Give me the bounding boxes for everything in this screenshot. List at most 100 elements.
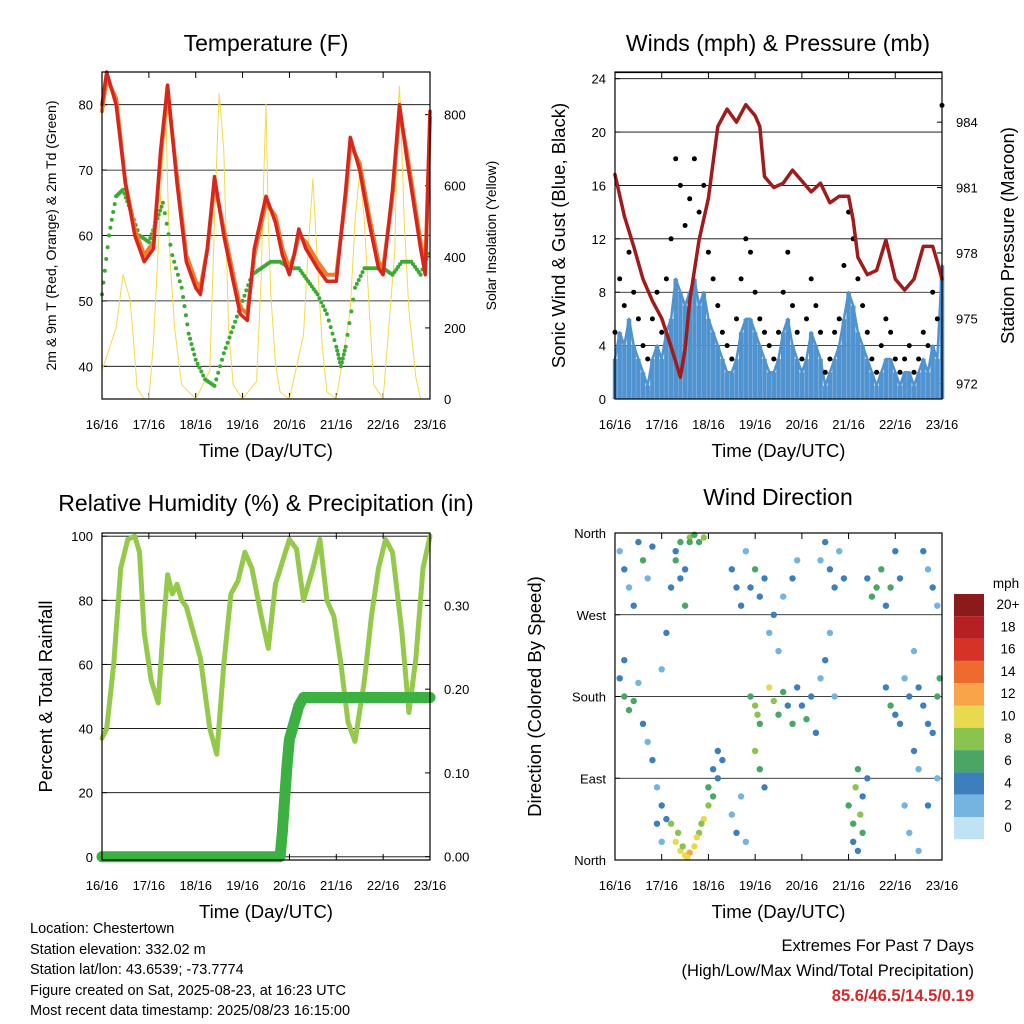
dewpoint-point — [354, 281, 359, 286]
legend-swatch — [954, 705, 984, 728]
y-tick-label: 20 — [79, 786, 93, 801]
gust-point — [869, 356, 875, 362]
x-tick-label: 16/16 — [599, 417, 632, 432]
dewpoint-point — [186, 331, 191, 336]
dewpoint-point — [172, 259, 177, 264]
gust-point — [934, 316, 940, 322]
direction-point — [621, 657, 628, 664]
direction-point — [812, 729, 820, 736]
direction-point — [672, 838, 679, 845]
pressure-line — [613, 102, 944, 379]
dewpoint-point — [148, 236, 153, 241]
gust-point — [654, 289, 660, 295]
direction-point — [751, 702, 759, 709]
dewpoint-point — [356, 278, 361, 282]
dewpoint-point — [102, 268, 107, 273]
direction-point — [906, 693, 913, 700]
direction-point — [754, 711, 761, 718]
dewpoint-point — [158, 208, 163, 213]
legend-swatch — [954, 750, 984, 773]
y2-tick-label: 975 — [956, 311, 978, 326]
dewpoint-point — [179, 285, 184, 290]
dewpoint-point — [177, 279, 182, 284]
legend-swatch — [954, 794, 984, 817]
legend-label: 2 — [1004, 798, 1012, 813]
direction-point — [845, 802, 852, 809]
direction-point — [761, 575, 768, 582]
y-tick-label: 4 — [599, 339, 606, 354]
y-axis-label: 2m & 9m T (Red, Orange) & 2m Td (Green) — [43, 101, 59, 371]
dewpoint-point — [146, 240, 151, 244]
gust-point — [883, 316, 889, 322]
direction-point — [733, 829, 740, 836]
y2-tick-label: 972 — [956, 377, 978, 392]
x-tick-label: 21/16 — [320, 417, 353, 432]
dewpoint-point — [188, 336, 193, 341]
direction-point — [714, 775, 721, 782]
y2-tick-label: 0.00 — [444, 850, 469, 865]
dewpoint-point — [197, 365, 202, 370]
gust-point — [780, 289, 786, 295]
gust-point — [874, 369, 880, 375]
gust-point — [635, 316, 641, 322]
y-tick-label: 60 — [79, 229, 93, 244]
dewpoint-point — [324, 312, 329, 316]
dewpoint-point — [349, 309, 354, 314]
created-text: Figure created on Sat, 2025-08-23, at 16… — [30, 982, 346, 999]
direction-point — [639, 557, 647, 564]
direction-point — [920, 548, 927, 555]
x-tick-label: 21/16 — [832, 878, 865, 893]
dewpoint-point — [339, 360, 344, 365]
dewpoint-point — [345, 332, 350, 337]
gust-point — [906, 343, 912, 349]
dewpoint-point — [111, 210, 116, 214]
direction-point — [756, 766, 763, 773]
direction-point — [901, 802, 908, 809]
dewpoint-point — [214, 377, 219, 382]
dewpoint-point — [330, 331, 335, 336]
direction-point — [859, 793, 866, 800]
dewpoint-point — [181, 295, 186, 299]
direction-point — [672, 557, 679, 564]
direction-point — [915, 847, 922, 855]
extremes-title: Extremes For Past 7 Days — [781, 937, 974, 955]
gust-point — [916, 356, 922, 362]
gust-point — [696, 209, 702, 215]
gust-point — [897, 369, 903, 375]
x-axis-label: Time (Day/UTC) — [199, 901, 333, 922]
direction-point — [667, 584, 675, 591]
gust-point — [738, 276, 744, 282]
direction-point — [924, 720, 932, 727]
x-tick-label: 23/16 — [926, 417, 959, 432]
direction-point — [695, 538, 703, 546]
gust-point — [836, 316, 842, 322]
recent-timestamp-text: Most recent data timestamp: 2025/08/23 1… — [30, 1003, 351, 1019]
humidity-precip-panel: 0 20 40 60 80 100 0.00 0.10 0.20 0.30 16/16 17/16 18… — [35, 490, 474, 922]
gust-point — [766, 343, 772, 349]
direction-point — [936, 675, 943, 682]
direction-point — [630, 602, 637, 609]
dewpoint-point — [212, 383, 217, 388]
x-tick-label: 17/16 — [645, 878, 678, 893]
legend-swatch — [954, 772, 984, 795]
direction-point — [822, 657, 829, 664]
direction-point — [709, 766, 717, 773]
direction-point — [924, 802, 932, 809]
dewpoint-point — [223, 346, 228, 350]
gust-point — [715, 303, 721, 309]
direction-point — [864, 575, 871, 582]
dewpoint-point — [353, 285, 357, 290]
dewpoint-point — [112, 202, 117, 207]
legend-label: 16 — [1000, 642, 1015, 657]
gust-point — [841, 263, 847, 268]
direction-point — [625, 706, 633, 714]
station-info: Location: Chestertown Station elevation:… — [30, 919, 350, 1022]
direction-point — [896, 575, 904, 582]
direction-point — [887, 584, 894, 591]
direction-point — [892, 711, 899, 718]
gust-point — [724, 343, 730, 349]
dewpoint-point — [104, 257, 109, 261]
direction-point — [906, 829, 913, 836]
direction-point — [742, 838, 749, 845]
